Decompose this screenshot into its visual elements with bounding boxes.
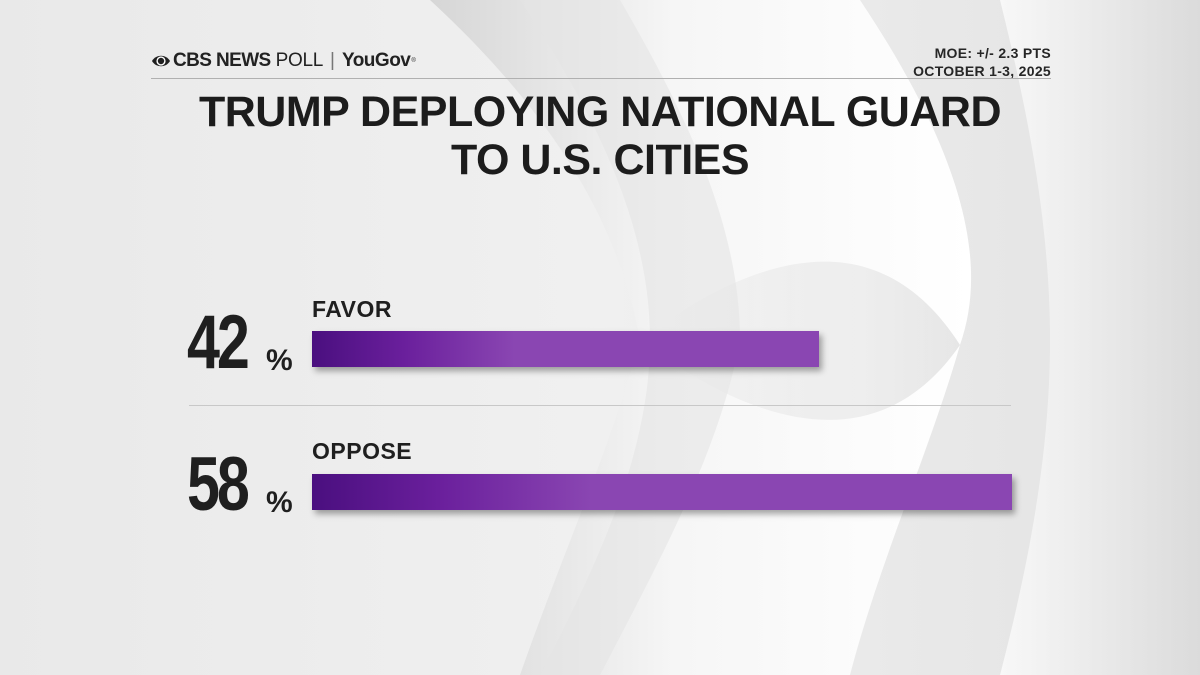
header: CBS NEWS POLL | YouGov ® MOE: +/- 2.3 PTS… (151, 44, 1051, 80)
row-divider (189, 405, 1011, 406)
percent-sign-favor: % (266, 344, 293, 377)
percent-oppose: 58 % (187, 442, 307, 527)
value-label-favor: 42 (187, 300, 250, 385)
chart-title-line-2: TO U.S. CITIES (450, 136, 750, 184)
brand-separator: | (330, 50, 335, 71)
category-label-favor: FAVOR (312, 296, 393, 322)
category-label-oppose: OPPOSE (312, 438, 413, 464)
chart-title: TRUMP DEPLOYING NATIONAL GUARD TO U.S. C… (100, 88, 1100, 184)
percent-sign-oppose: % (266, 486, 293, 519)
margin-of-error: MOE: +/- 2.3 PTS (934, 45, 1051, 61)
cbs-eye-icon (152, 55, 170, 67)
brand-partner: YouGov (341, 50, 411, 71)
bar-oppose (312, 474, 1012, 510)
poll-dates: OCTOBER 1-3, 2025 (913, 63, 1051, 79)
registered-mark-icon: ® (411, 58, 416, 64)
brand-cbs: CBS NEWS (173, 50, 271, 71)
percent-favor: 42 % (187, 300, 307, 385)
bar-favor (312, 331, 819, 367)
value-label-oppose: 58 (187, 442, 250, 527)
brand-logo: CBS NEWS POLL | YouGov ® (151, 50, 416, 72)
header-rule (151, 78, 1051, 79)
poll-meta: MOE: +/- 2.3 PTS OCTOBER 1-3, 2025 (913, 44, 1051, 80)
brand-poll: POLL (275, 50, 324, 71)
chart-title-line-1: TRUMP DEPLOYING NATIONAL GUARD (198, 88, 1002, 136)
